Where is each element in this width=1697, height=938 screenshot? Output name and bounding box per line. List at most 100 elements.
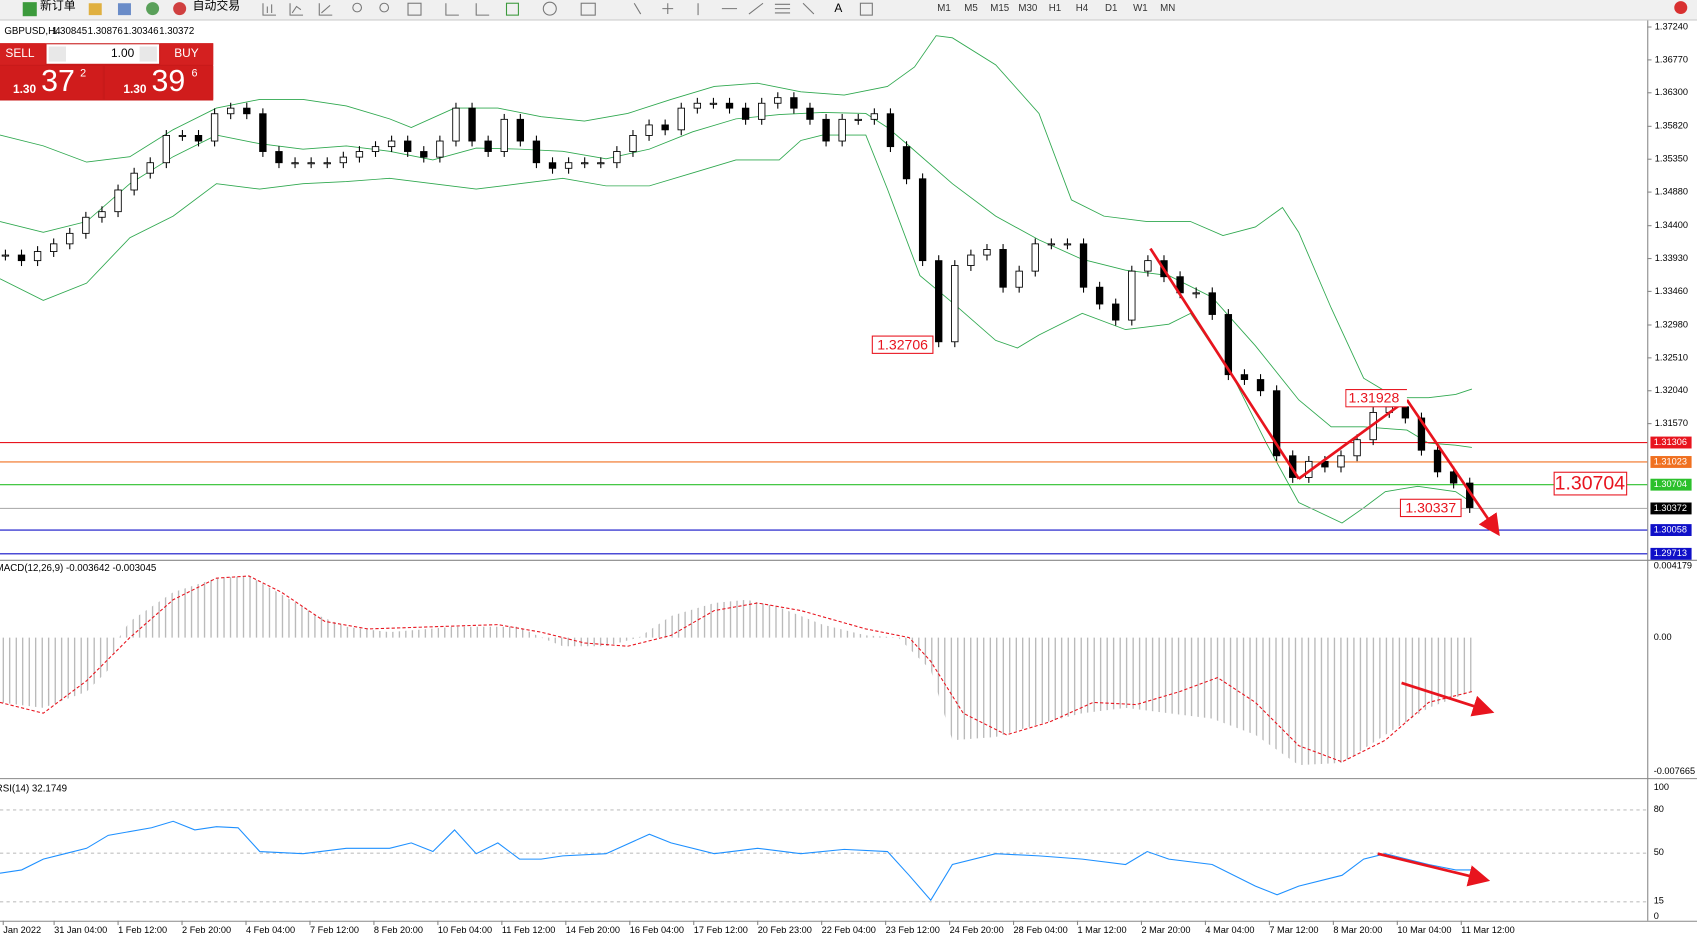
time-axis: Jan 2022 31 Jan 04:00 1 Feb 12:00 2 Feb 20:…	[2, 920, 1515, 935]
candle-body	[902, 146, 911, 180]
candle-body	[130, 172, 138, 191]
timeframe-button[interactable]: MN	[1160, 3, 1175, 14]
timeframe-button[interactable]: M5	[964, 3, 978, 14]
time-label: 8 Feb 20:00	[374, 925, 423, 935]
candle-body	[50, 243, 58, 252]
timeframe-button[interactable]: M15	[990, 3, 1009, 14]
candle-body	[564, 162, 573, 169]
candle-body	[114, 189, 122, 213]
candle-body	[999, 249, 1007, 288]
time-label: 11 Mar 12:00	[1461, 925, 1515, 935]
macd-axis-label: 0.004179	[1654, 561, 1692, 571]
new-order-button[interactable]: 新订单	[40, 0, 76, 13]
buy-label[interactable]: BUY	[174, 46, 199, 60]
candle-body	[1240, 374, 1249, 380]
price-level-label: 1.30372	[1654, 503, 1687, 513]
bid-pips: 37	[41, 65, 75, 98]
new-order-icon[interactable]	[22, 2, 37, 17]
candle-body	[629, 135, 637, 152]
price-label: 1.36770	[1655, 54, 1688, 64]
timeframe-bar: M1 M5 M15 M30 H1 H4 D1 W1 MN	[937, 3, 1175, 14]
candle-body	[452, 107, 460, 142]
price-label: 1.34880	[1655, 187, 1688, 197]
annotation: 1.31928	[1349, 389, 1400, 405]
timeframe-button[interactable]: H4	[1076, 3, 1089, 14]
lot-input[interactable]	[46, 44, 160, 64]
candle-body	[758, 102, 766, 120]
price-level-label: 1.29713	[1654, 548, 1687, 558]
text-tool[interactable]: A	[834, 1, 842, 15]
time-label: 1 Mar 12:00	[1078, 925, 1127, 935]
candle-body	[436, 140, 444, 158]
annotation: 1.30337	[1405, 500, 1456, 516]
auto-trade-icon[interactable]	[173, 2, 187, 16]
rsi-label: RSI(14) 32.1749	[0, 783, 67, 794]
candle-body	[613, 151, 621, 164]
candle-body	[1449, 471, 1458, 484]
lot-decrease[interactable]	[48, 46, 67, 62]
time-label: 2 Mar 20:00	[1141, 925, 1190, 935]
chart-area	[0, 20, 1648, 920]
tool-icon[interactable]	[117, 3, 131, 16]
candle-body	[1015, 270, 1023, 288]
candle-body	[355, 151, 364, 158]
trend-arrows	[1149, 247, 1500, 537]
auto-trade-button[interactable]: 自动交易	[193, 0, 241, 13]
rsi-axis-label: 100	[1654, 782, 1669, 792]
lot-increase[interactable]	[139, 46, 157, 62]
candle-body	[339, 156, 348, 164]
ohlc-value: 1.30845	[52, 26, 87, 37]
candle-body	[243, 107, 251, 115]
time-label: 22 Feb 04:00	[822, 925, 876, 935]
candle-body	[387, 140, 396, 148]
price-level-box	[1650, 456, 1692, 468]
time-label: 10 Feb 04:00	[438, 925, 492, 935]
candle-body	[1128, 270, 1136, 321]
candle-body	[1321, 460, 1329, 468]
price-level-label: 1.31306	[1654, 437, 1687, 447]
timeframe-button[interactable]: M30	[1018, 3, 1038, 14]
chart-symbol: GBPUSD,H4	[4, 26, 61, 37]
candle-body	[178, 135, 187, 137]
tool-icon[interactable]	[146, 2, 160, 16]
time-label: 11 Feb 12:00	[502, 925, 556, 935]
sell-button[interactable]	[0, 43, 46, 65]
notification-icon[interactable]	[1674, 1, 1688, 15]
toolbar-icons	[262, 1, 873, 16]
macd-axis-label: 0.00	[1654, 632, 1672, 642]
price-label: 1.31570	[1655, 418, 1688, 428]
bid-big-figure: 1.30	[13, 82, 37, 96]
candle-body	[323, 162, 331, 165]
candle-body	[1144, 260, 1152, 272]
candle-body	[790, 97, 798, 109]
time-label: 17 Feb 12:00	[694, 925, 748, 935]
timeframe-button[interactable]: W1	[1133, 3, 1148, 14]
rsi-axis-label: 80	[1654, 804, 1664, 814]
candle-body	[275, 151, 283, 164]
time-label: 10 Mar 04:00	[1397, 925, 1451, 935]
buy-button[interactable]	[160, 43, 214, 65]
bid-price-box[interactable]	[0, 65, 103, 100]
sell-label[interactable]: SELL	[5, 46, 34, 60]
price-level-label: 1.30058	[1654, 524, 1687, 534]
price-level-box	[1650, 478, 1692, 491]
candle-body	[98, 211, 106, 218]
timeframe-button[interactable]: H1	[1049, 3, 1061, 14]
ask-fraction: 6	[192, 67, 198, 79]
timeframe-button[interactable]: D1	[1105, 3, 1117, 14]
candle-body	[1433, 449, 1442, 473]
candle-body	[259, 113, 267, 152]
candle-body	[1063, 243, 1072, 246]
ask-price-box[interactable]	[104, 65, 214, 100]
annotation-box	[1345, 389, 1407, 408]
candle-body	[500, 118, 508, 152]
ohlc-value: 1.30346	[123, 26, 158, 37]
tool-icon[interactable]	[88, 3, 102, 16]
lot-value[interactable]: 1.00	[111, 46, 135, 60]
price-level-label: 1.31023	[1654, 456, 1687, 466]
candle-body	[1353, 439, 1361, 457]
candle-body	[1079, 243, 1088, 288]
candle-body	[1272, 390, 1281, 457]
timeframe-button[interactable]: M1	[937, 3, 951, 14]
macd-histogram	[0, 575, 1472, 766]
